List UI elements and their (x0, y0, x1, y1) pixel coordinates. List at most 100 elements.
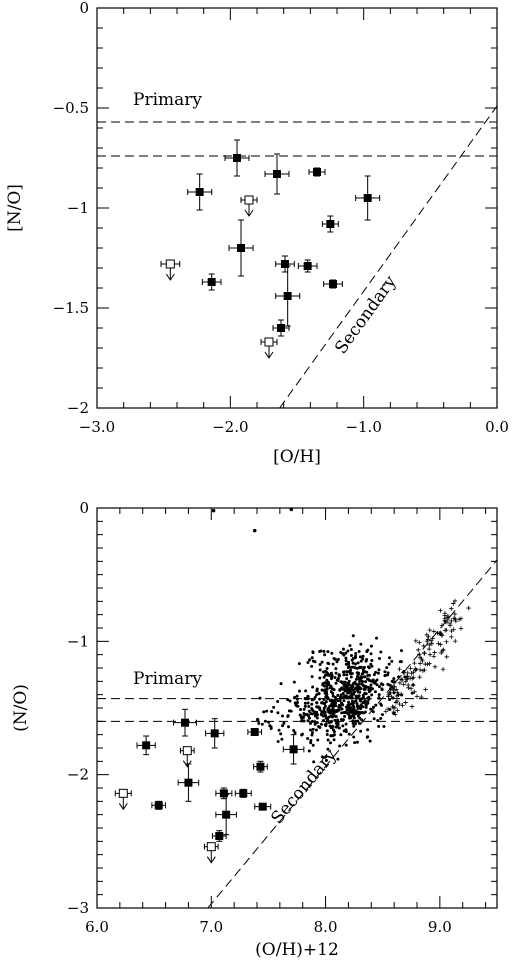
comparison-cross (444, 627, 449, 633)
secondary-line (279, 105, 497, 408)
comparison-dot (314, 728, 318, 732)
comparison-dot (280, 714, 284, 718)
panel-top: −3.0 −2.0 −1.0 0.0 0 −0.5 −1 −1.5 −2 [O/H] [N/O] Pr… (5, 0, 509, 467)
comparison-dot (347, 700, 351, 704)
comparison-cross (414, 694, 420, 699)
comparison-cross (408, 666, 413, 671)
comparison-dot (342, 682, 346, 686)
comparison-dot (387, 656, 391, 660)
comparison-dot (337, 726, 341, 730)
x-tick-label: −2.0 (212, 418, 248, 436)
comparison-dot (341, 647, 345, 651)
upper-limit-point (160, 259, 181, 281)
comparison-dot (311, 659, 315, 663)
comparison-dot (325, 729, 329, 733)
comparison-dot (370, 693, 374, 697)
comparison-cross (422, 651, 427, 656)
comparison-cross (444, 639, 449, 644)
comparison-dot (276, 700, 280, 704)
comparison-dot (307, 714, 311, 718)
comparison-dot (310, 675, 314, 679)
comparison-dot (316, 713, 320, 717)
filled-square-marker (142, 741, 151, 750)
detection-point (297, 259, 318, 273)
comparison-dot (310, 656, 314, 660)
comparison-dot (324, 688, 328, 692)
filled-square-marker (154, 801, 163, 810)
comparison-dot (345, 670, 349, 674)
comparison-dot (325, 695, 329, 699)
comparison-dot (341, 651, 345, 655)
comparison-dot (390, 679, 394, 683)
comparison-dot (315, 716, 319, 720)
comparison-dot (356, 683, 360, 687)
comparison-dot (381, 683, 385, 687)
comparison-dot (370, 664, 374, 668)
comparison-dot (330, 651, 334, 655)
comparison-dot (390, 659, 394, 663)
comparison-dot (349, 675, 353, 679)
comparison-dot (340, 707, 344, 711)
comparison-cross (393, 700, 399, 705)
comparison-dot (351, 661, 355, 665)
comparison-dot (313, 695, 317, 699)
comparison-dot (323, 673, 327, 677)
detection-point (173, 708, 197, 737)
comparison-dot (387, 662, 391, 666)
comparison-cross (432, 650, 437, 655)
comparison-dot (334, 681, 338, 685)
comparison-dot (354, 656, 358, 660)
comparison-dot (324, 758, 328, 762)
comparison-cross (401, 670, 406, 675)
comparison-dot (315, 693, 319, 697)
comparison-dot (345, 708, 349, 712)
comparison-cross (426, 646, 432, 652)
comparison-dot (374, 670, 378, 674)
comparison-dot (349, 647, 353, 651)
comparison-dot (339, 733, 343, 737)
comparison-cross (423, 661, 428, 667)
detection-point (282, 734, 305, 765)
comparison-dot (344, 659, 348, 663)
comparison-cross (383, 709, 389, 714)
comparison-dot (359, 642, 363, 646)
comparison-dot (280, 737, 284, 741)
filled-square-marker (303, 262, 312, 270)
comparison-dot (339, 693, 343, 697)
comparison-cross (444, 654, 449, 660)
comparison-dot (293, 731, 297, 735)
comparison-cross (387, 691, 392, 696)
comparison-cross (408, 686, 414, 691)
comparison-dot (324, 755, 328, 759)
comparison-dot (279, 682, 283, 686)
plot-frame (96, 7, 498, 409)
comparison-dot (363, 691, 367, 695)
detection-point (253, 760, 268, 773)
y-tick-label: −2 (67, 399, 89, 417)
comparison-dot (322, 675, 326, 679)
comparison-dot (348, 710, 352, 714)
comparison-dot (306, 737, 310, 741)
comparison-dot (307, 749, 311, 753)
comparison-dot (338, 688, 342, 692)
detection-point (254, 802, 272, 811)
comparison-dot (312, 760, 316, 764)
comparison-dot (328, 673, 332, 677)
comparison-cross (452, 611, 458, 617)
comparison-dot (357, 712, 361, 716)
comparison-dot (388, 697, 392, 701)
comparison-dot (303, 701, 307, 705)
comparison-dot (357, 680, 361, 684)
comparison-dot (320, 660, 324, 664)
comparison-dot (309, 741, 313, 745)
comparison-dot (347, 683, 351, 687)
comparison-cross (401, 682, 406, 687)
comparison-dot (322, 670, 326, 674)
comparison-dot (347, 662, 351, 666)
comparison-dot (309, 712, 313, 716)
comparison-dot (357, 686, 361, 690)
comparison-cross (452, 598, 458, 604)
comparison-dot (301, 732, 305, 736)
comparison-dot (365, 670, 369, 674)
comparison-cross (432, 664, 438, 670)
